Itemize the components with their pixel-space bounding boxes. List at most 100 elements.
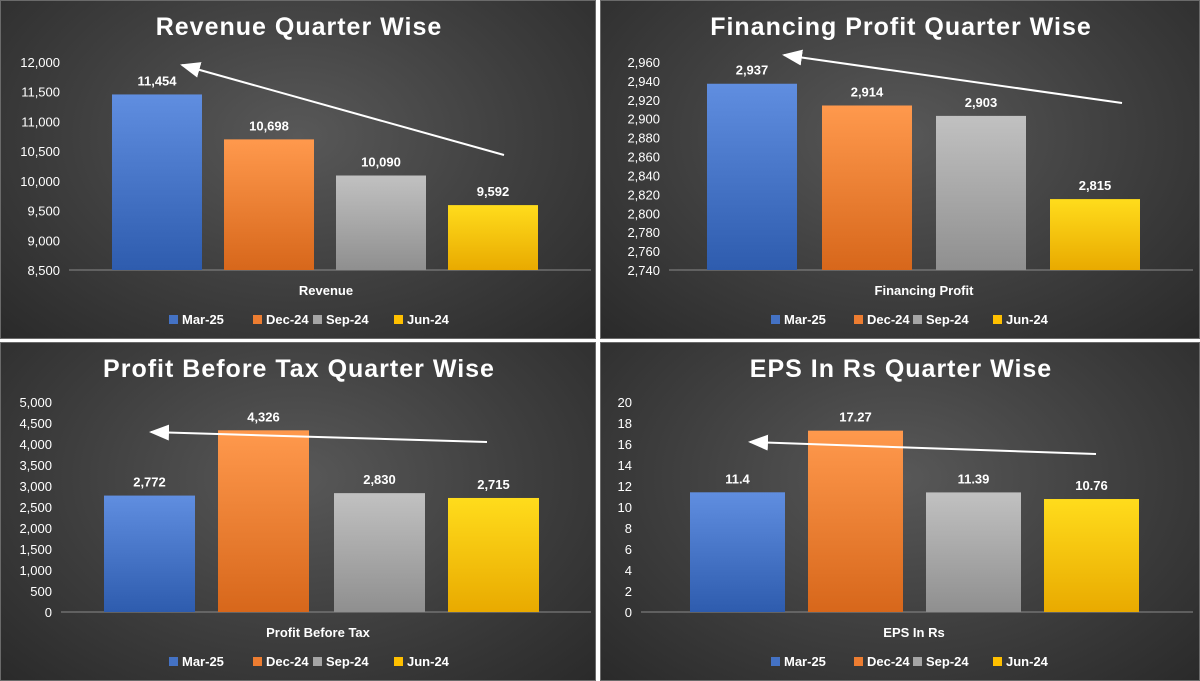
y-tick-label: 2,800: [627, 206, 660, 221]
y-tick-label: 2,760: [627, 244, 660, 259]
legend-swatch: [913, 315, 922, 324]
legend-label: Sep-24: [326, 654, 369, 669]
category-label: Financing Profit: [875, 283, 975, 298]
bar-sep-24: [336, 175, 426, 270]
legend-swatch: [394, 657, 403, 666]
bar-dec-24: [218, 430, 309, 612]
y-tick-label: 2,500: [19, 500, 52, 515]
y-tick-label: 10,000: [20, 174, 60, 189]
bar-mar-25: [104, 495, 195, 612]
legend-swatch: [169, 657, 178, 666]
y-tick-label: 2,840: [627, 168, 660, 183]
bar-mar-25: [112, 94, 202, 270]
legend-label: Jun-24: [1006, 654, 1049, 669]
trend-arrow: [748, 434, 1097, 455]
category-label: EPS In Rs: [883, 625, 944, 640]
data-label: 2,715: [477, 477, 510, 492]
y-tick-label: 4: [625, 563, 632, 578]
y-tick-label: 0: [625, 605, 632, 620]
legend-swatch: [771, 657, 780, 666]
financing-profit-chart: Financing Profit Quarter Wise Financing …: [627, 13, 1193, 327]
profit-before-tax-chart-panel: Profit Before Tax Quarter Wise Profit Be…: [0, 342, 596, 681]
bar-mar-25: [707, 83, 797, 270]
legend-swatch: [993, 657, 1002, 666]
legend-swatch: [854, 657, 863, 666]
y-tick-label: 8: [625, 521, 632, 536]
y-tick-label: 10,500: [20, 144, 60, 159]
revenue-chart: Revenue Quarter Wise Revenue 8,500 9,000 9…: [20, 13, 591, 327]
eps-chart-panel: EPS In Rs Quarter Wise EPS In Rs 0 2 4 6 8 10…: [600, 342, 1200, 681]
y-tick-label: 9,500: [27, 204, 60, 219]
y-tick-label: 2,920: [627, 93, 660, 108]
data-label: 2,830: [363, 472, 396, 487]
data-label: 17.27: [839, 410, 872, 425]
legend-swatch: [169, 315, 178, 324]
data-label: 10.76: [1075, 478, 1108, 493]
y-tick-label: 3,500: [19, 458, 52, 473]
data-label: 2,937: [736, 63, 769, 78]
legend-swatch: [253, 657, 262, 666]
y-tick-label: 2,000: [19, 521, 52, 536]
profit-before-tax-chart: Profit Before Tax Quarter Wise Profit Be…: [19, 355, 591, 669]
legend-swatch: [253, 315, 262, 324]
bar-sep-24: [926, 492, 1021, 612]
legend-swatch: [313, 315, 322, 324]
bar-sep-24: [334, 493, 425, 612]
category-label: Profit Before Tax: [266, 625, 371, 640]
trend-arrow: [149, 424, 488, 443]
bar-dec-24: [822, 105, 912, 270]
bar-jun-24: [448, 205, 538, 270]
y-tick-label: 500: [30, 584, 52, 599]
y-tick-label: 2,860: [627, 150, 660, 165]
legend-label: Jun-24: [1006, 312, 1049, 327]
bar-jun-24: [1050, 199, 1140, 270]
y-tick-label: 2,960: [627, 55, 660, 70]
data-label: 11,454: [137, 73, 177, 88]
y-tick-label: 2,880: [627, 131, 660, 146]
y-tick-label: 5,000: [19, 395, 52, 410]
legend-label: Mar-25: [784, 654, 826, 669]
y-tick-label: 12,000: [20, 55, 60, 70]
legend-label: Sep-24: [326, 312, 369, 327]
legend-label: Mar-25: [182, 312, 224, 327]
data-label: 2,815: [1079, 178, 1112, 193]
y-tick-label: 9,000: [27, 233, 60, 248]
y-tick-label: 4,000: [19, 437, 52, 452]
data-label: 4,326: [247, 409, 280, 424]
revenue-chart-panel: Revenue Quarter Wise Revenue 8,500 9,000 9…: [0, 0, 596, 339]
legend-label: Dec-24: [266, 654, 309, 669]
bar-sep-24: [936, 115, 1026, 271]
chart-title: EPS In Rs Quarter Wise: [750, 355, 1052, 383]
y-tick-label: 3,000: [19, 479, 52, 494]
y-tick-label: 11,000: [21, 114, 60, 129]
y-tick-label: 12: [618, 479, 632, 494]
bar-dec-24: [808, 430, 903, 612]
data-label: 2,914: [851, 84, 884, 99]
data-label: 11.39: [958, 471, 990, 486]
y-tick-label: 20: [618, 395, 632, 410]
data-label: 11.4: [725, 471, 750, 486]
legend-swatch: [993, 315, 1002, 324]
eps-chart: EPS In Rs Quarter Wise EPS In Rs 0 2 4 6 8 10…: [618, 355, 1193, 669]
y-tick-label: 1,000: [19, 563, 52, 578]
category-label: Revenue: [299, 283, 353, 298]
bar-jun-24: [1044, 499, 1139, 612]
y-tick-label: 6: [625, 542, 632, 557]
y-tick-label: 2,900: [627, 112, 660, 127]
bar-jun-24: [448, 497, 539, 612]
y-tick-label: 8,500: [27, 263, 60, 278]
y-tick-label: 2,940: [627, 74, 660, 89]
data-label: 9,592: [477, 184, 510, 199]
data-label: 10,090: [361, 155, 401, 170]
financing-profit-chart-panel: Financing Profit Quarter Wise Financing …: [600, 0, 1200, 339]
legend-swatch: [394, 315, 403, 324]
y-tick-label: 10: [618, 500, 632, 515]
data-label: 2,903: [965, 95, 998, 110]
legend-label: Dec-24: [266, 312, 309, 327]
legend-label: Dec-24: [867, 312, 910, 327]
chart-title: Financing Profit Quarter Wise: [710, 13, 1092, 41]
y-tick-label: 16: [618, 437, 632, 452]
chart-title: Revenue Quarter Wise: [156, 13, 443, 41]
y-tick-label: 18: [618, 416, 632, 431]
legend-label: Mar-25: [784, 312, 826, 327]
